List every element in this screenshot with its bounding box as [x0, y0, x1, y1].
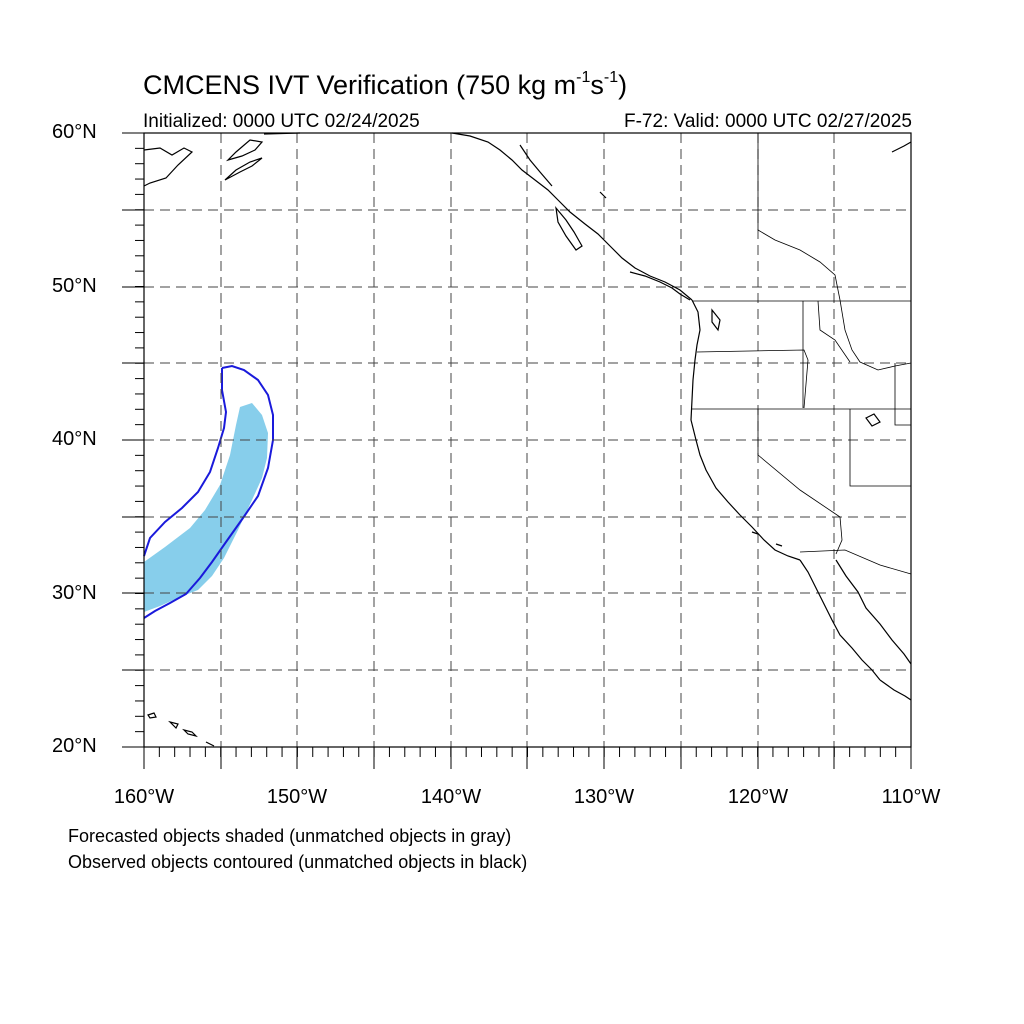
lat-label-40n: 40°N — [52, 428, 97, 450]
lat-label-20n: 20°N — [52, 735, 97, 757]
map-title: CMCENS IVT Verification (750 kg m-1s-1) — [143, 69, 628, 100]
graticule — [144, 133, 911, 747]
lon-label-140w: 140°W — [420, 786, 482, 808]
initialized-time: Initialized: 0000 UTC 02/24/2025 — [143, 111, 420, 132]
lon-label-130w: 130°W — [573, 786, 635, 808]
observed-ivt-contour-inner — [143, 368, 228, 557]
valid-time: F-72: Valid: 0000 UTC 02/27/2025 — [624, 111, 912, 132]
observed-ivt-contour — [143, 364, 274, 619]
lon-label-160w: 160°W — [113, 786, 175, 808]
lat-label-30n: 30°N — [52, 582, 97, 604]
legend-note-forecast: Forecasted objects shaded (unmatched obj… — [68, 826, 512, 846]
lon-label-120w: 120°W — [727, 786, 789, 808]
coastlines — [143, 132, 912, 747]
minor-ticks — [135, 132, 912, 757]
lon-label-110w: 110°W — [881, 786, 941, 808]
lon-label-150w: 150°W — [266, 786, 328, 808]
political-borders — [692, 133, 912, 575]
forecast-ivt-object — [144, 403, 268, 612]
lat-label-50n: 50°N — [52, 275, 97, 297]
legend-note-observed: Observed objects contoured (unmatched ob… — [68, 852, 528, 872]
lat-label-60n: 60°N — [52, 121, 97, 143]
